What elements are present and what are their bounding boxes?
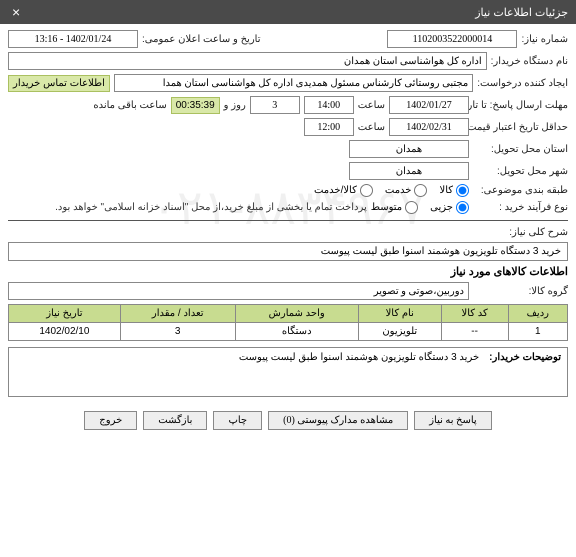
label-req-no: شماره نیاز: xyxy=(521,34,568,45)
label-day-and: روز و xyxy=(224,100,246,111)
print-button[interactable]: چاپ xyxy=(213,411,262,430)
table-cell: 3 xyxy=(120,323,235,341)
window-title: جزئیات اطلاعات نیاز xyxy=(475,6,568,19)
field-requester[interactable] xyxy=(114,74,473,92)
field-summary: خرید 3 دستگاه تلویزیون هوشمند اسنوا طبق … xyxy=(8,242,568,261)
field-req-no[interactable] xyxy=(387,30,517,48)
field-valid-time[interactable] xyxy=(304,118,354,136)
label-hour-1: ساعت xyxy=(358,100,385,111)
label-remaining: ساعت باقی مانده xyxy=(93,100,166,111)
table-cell: 1 xyxy=(508,323,567,341)
field-deadline-date[interactable] xyxy=(389,96,469,114)
form-area: شماره نیاز: تاریخ و ساعت اعلان عمومی: نا… xyxy=(0,24,576,436)
table-body: 1--تلویزیوندستگاه31402/02/10 xyxy=(9,323,568,341)
buyer-desc-text: خرید 3 دستگاه تلویزیون هوشمند اسنوا طبق … xyxy=(239,352,479,392)
field-group[interactable] xyxy=(8,282,469,300)
label-deadline: مهلت ارسال پاسخ: تا تاریخ: xyxy=(473,100,568,111)
label-buy-type: نوع فرآیند خرید : xyxy=(473,202,568,213)
divider-1 xyxy=(8,220,568,221)
table-header: نام کالا xyxy=(358,305,441,323)
label-province: استان محل تحویل: xyxy=(473,144,568,155)
field-announce-dt[interactable] xyxy=(8,30,138,48)
label-announce-dt: تاریخ و ساعت اعلان عمومی: xyxy=(142,34,261,45)
field-city[interactable] xyxy=(349,162,469,180)
back-button[interactable]: بازگشت xyxy=(143,411,207,430)
attachments-button[interactable]: مشاهده مدارک پیوستی (0) xyxy=(268,411,408,430)
exit-button[interactable]: خروج xyxy=(84,411,137,430)
field-deadline-time[interactable] xyxy=(304,96,354,114)
field-time-left: 00:35:39 xyxy=(171,97,220,114)
label-org: نام دستگاه خریدار: xyxy=(491,56,568,67)
table-header: کد کالا xyxy=(441,305,508,323)
label-buyer-desc: توضیحات خریدار: xyxy=(489,352,561,392)
table-header: ردیف xyxy=(508,305,567,323)
table-cell: -- xyxy=(441,323,508,341)
radio-medium[interactable]: متوسط xyxy=(371,201,418,214)
table-cell: دستگاه xyxy=(235,323,358,341)
label-requester: ایجاد کننده درخواست: xyxy=(477,78,568,89)
radio-partial[interactable]: جزیی xyxy=(430,201,469,214)
label-min-valid: حداقل تاریخ اعتبار قیمت: تا تاریخ: xyxy=(473,122,568,133)
table-header: تعداد / مقدار xyxy=(120,305,235,323)
label-hour-2: ساعت xyxy=(358,122,385,133)
payment-note: پرداخت تمام یا بخشی از مبلغ خرید،از محل … xyxy=(55,202,367,213)
radio-goods-service[interactable]: کالا/خدمت xyxy=(314,184,373,197)
label-category: طبقه بندی موضوعی: xyxy=(473,185,568,196)
field-valid-date[interactable] xyxy=(389,118,469,136)
radio-goods[interactable]: کالا xyxy=(439,184,469,197)
field-days-left[interactable] xyxy=(250,96,300,114)
radio-service[interactable]: خدمت xyxy=(385,184,428,197)
category-radio-group: کالا خدمت کالا/خدمت xyxy=(314,184,469,197)
buyer-desc-box: توضیحات خریدار: خرید 3 دستگاه تلویزیون ه… xyxy=(8,347,568,397)
table-header: تاریخ نیاز xyxy=(9,305,121,323)
field-org[interactable] xyxy=(8,52,487,70)
field-province[interactable] xyxy=(349,140,469,158)
label-group: گروه کالا: xyxy=(473,286,568,297)
table-cell: 1402/02/10 xyxy=(9,323,121,341)
titlebar: جزئیات اطلاعات نیاز × xyxy=(0,0,576,24)
buy-type-radio-group: جزیی متوسط xyxy=(371,201,469,214)
button-row: پاسخ به نیاز مشاهده مدارک پیوستی (0) چاپ… xyxy=(8,411,568,430)
table-cell: تلویزیون xyxy=(358,323,441,341)
label-summary: شرح کلی نیاز: xyxy=(473,227,568,238)
label-city: شهر محل تحویل: xyxy=(473,166,568,177)
items-title: اطلاعات کالاهای مورد نیاز xyxy=(8,265,568,278)
close-icon[interactable]: × xyxy=(8,4,24,20)
table-header-row: ردیفکد کالانام کالاواحد شمارشتعداد / مقد… xyxy=(9,305,568,323)
respond-button[interactable]: پاسخ به نیاز xyxy=(414,411,492,430)
contact-info-link[interactable]: اطلاعات تماس خریدار xyxy=(8,75,110,92)
table-header: واحد شمارش xyxy=(235,305,358,323)
table-row: 1--تلویزیوندستگاه31402/02/10 xyxy=(9,323,568,341)
items-table: ردیفکد کالانام کالاواحد شمارشتعداد / مقد… xyxy=(8,304,568,341)
